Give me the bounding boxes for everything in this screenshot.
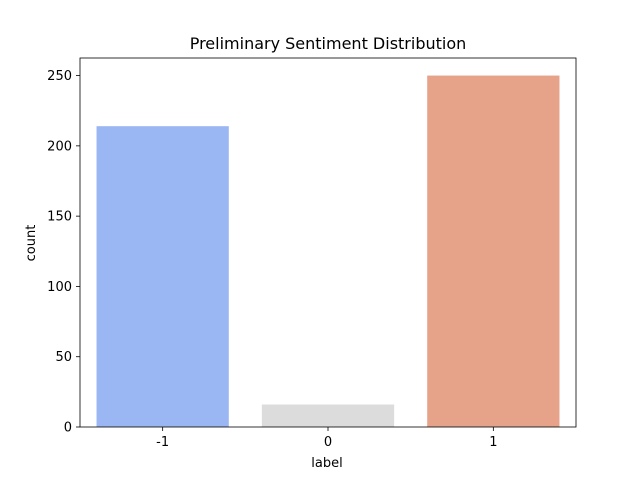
bar--1 (96, 126, 229, 428)
y-tick-label-150: 150 (47, 210, 72, 225)
y-tick-label-50: 50 (55, 350, 72, 365)
x-tick-label-0: 0 (324, 435, 332, 450)
x-tick-label-1: 1 (489, 435, 497, 450)
y-tick-label-100: 100 (47, 280, 72, 295)
x-axis-label: label (311, 456, 342, 471)
y-tick-label-0: 0 (64, 421, 72, 436)
chart-title: Preliminary Sentiment Distribution (190, 34, 467, 53)
bars-layer (96, 75, 560, 428)
y-axis-label: count (24, 225, 39, 262)
bar-0 (261, 404, 395, 427)
bar-1 (427, 75, 560, 427)
x-tick-label--1: -1 (156, 435, 169, 450)
y-tick-label-250: 250 (47, 69, 72, 84)
y-tick-label-200: 200 (47, 139, 72, 154)
ticks-layer: -1 0 1 0 50 100 150 200 250 (47, 69, 497, 450)
